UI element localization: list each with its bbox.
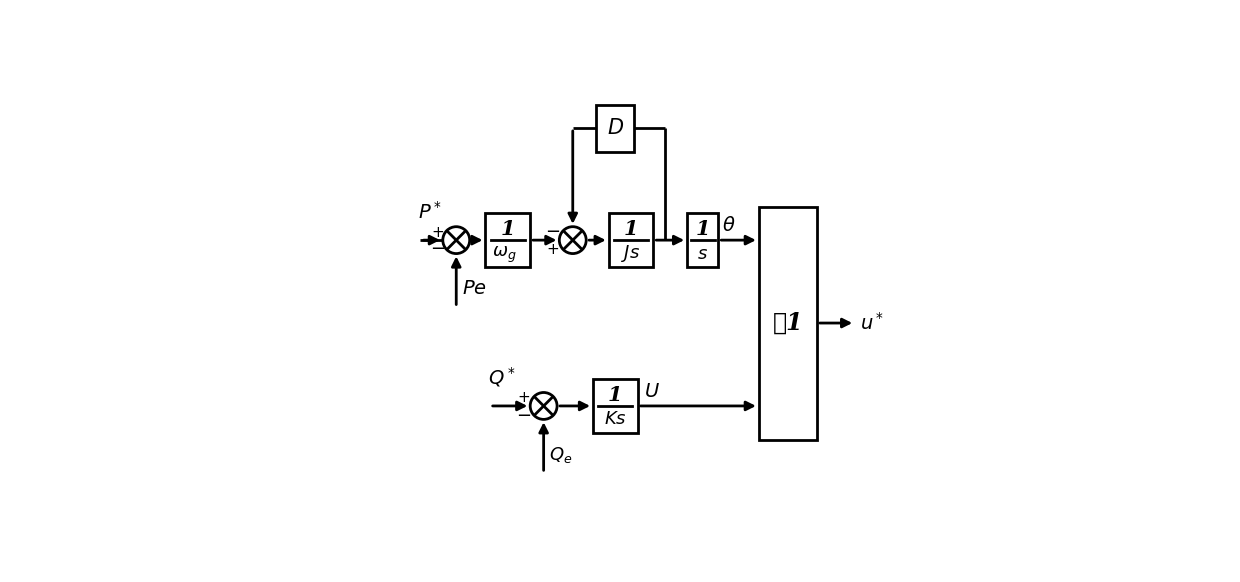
Circle shape <box>443 227 470 254</box>
Text: 1: 1 <box>624 219 639 239</box>
Bar <box>593 379 637 433</box>
Text: −: − <box>430 240 445 258</box>
Text: $Ks$: $Ks$ <box>604 410 626 428</box>
Text: −: − <box>516 407 531 425</box>
Bar <box>687 213 718 267</box>
Text: 式1: 式1 <box>773 311 804 335</box>
Text: $Q^*$: $Q^*$ <box>487 365 516 389</box>
Bar <box>609 213 653 267</box>
Text: $U$: $U$ <box>645 382 661 400</box>
Text: $Pe$: $Pe$ <box>461 281 486 299</box>
Text: +: + <box>432 225 444 240</box>
Text: $D$: $D$ <box>606 118 624 138</box>
Text: 1: 1 <box>696 219 711 239</box>
Text: $P^*$: $P^*$ <box>418 201 443 223</box>
Text: $u^*$: $u^*$ <box>859 312 884 334</box>
Circle shape <box>531 392 557 420</box>
Text: −: − <box>546 223 560 241</box>
Text: 1: 1 <box>608 385 622 404</box>
Bar <box>596 105 635 152</box>
Bar <box>759 207 817 439</box>
Text: $Js$: $Js$ <box>621 243 641 264</box>
Text: +: + <box>547 243 559 257</box>
Text: +: + <box>517 391 529 406</box>
Text: $s$: $s$ <box>697 244 708 262</box>
Text: 1: 1 <box>501 219 515 239</box>
Circle shape <box>559 227 587 254</box>
Text: $Q_e$: $Q_e$ <box>549 445 573 465</box>
Text: $\theta$: $\theta$ <box>722 217 735 235</box>
Bar <box>485 213 531 267</box>
Text: $\omega_g$: $\omega_g$ <box>492 244 517 265</box>
